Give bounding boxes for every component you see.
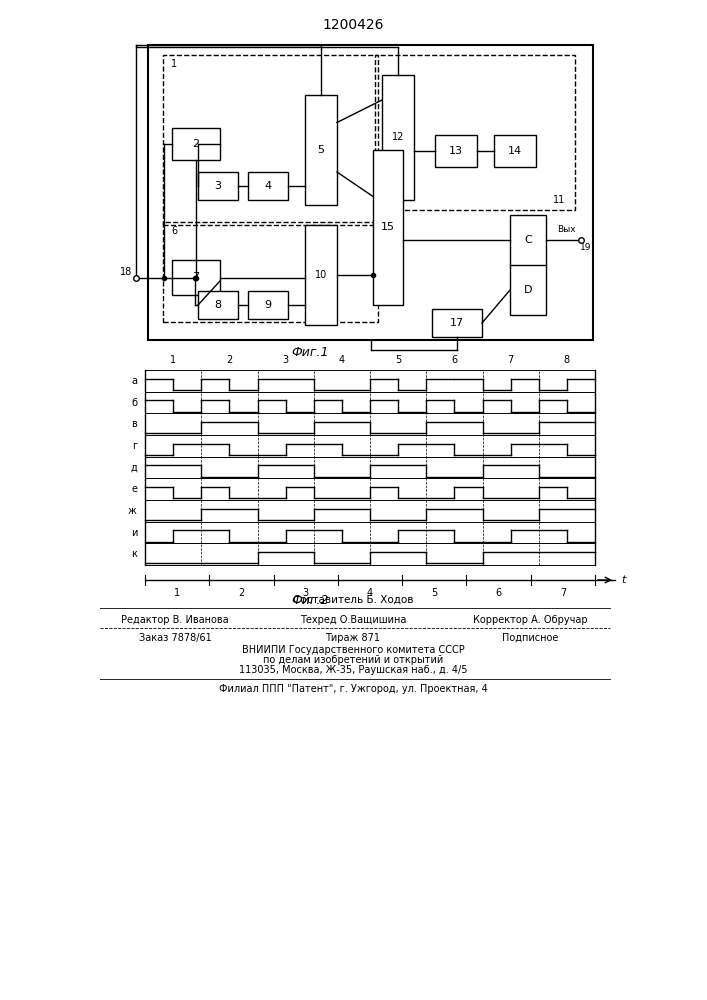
Bar bbox=[172, 128, 220, 160]
Text: 10: 10 bbox=[315, 270, 327, 280]
Text: C: C bbox=[524, 235, 532, 245]
Text: 2: 2 bbox=[238, 588, 245, 598]
Text: Фиг.1: Фиг.1 bbox=[291, 347, 329, 360]
Bar bbox=[305, 225, 337, 325]
Bar bbox=[163, 222, 378, 322]
Bar bbox=[375, 55, 575, 210]
Text: 11: 11 bbox=[553, 195, 565, 205]
Text: б: б bbox=[131, 397, 137, 408]
Bar bbox=[435, 135, 477, 167]
Text: 4: 4 bbox=[339, 355, 345, 365]
Text: 7: 7 bbox=[560, 588, 566, 598]
Text: t: t bbox=[621, 575, 625, 585]
Text: Заказ 7878/61: Заказ 7878/61 bbox=[139, 633, 211, 643]
Text: Корректор А. Обручар: Корректор А. Обручар bbox=[473, 615, 588, 625]
Text: Подписное: Подписное bbox=[502, 633, 559, 643]
Text: D: D bbox=[524, 285, 532, 295]
Text: Вых: Вых bbox=[556, 226, 575, 234]
Text: 6: 6 bbox=[171, 226, 177, 236]
Text: ВНИИПИ Государственного комитета СССР: ВНИИПИ Государственного комитета СССР bbox=[242, 645, 464, 655]
Text: 15: 15 bbox=[381, 223, 395, 232]
Text: Фиг.2: Фиг.2 bbox=[291, 593, 329, 606]
Bar bbox=[148, 45, 593, 340]
Text: 5: 5 bbox=[395, 355, 402, 365]
Bar bbox=[305, 95, 337, 205]
Text: 4: 4 bbox=[367, 588, 373, 598]
Text: Составитель Б. Ходов: Составитель Б. Ходов bbox=[293, 595, 414, 605]
Text: Тираж 871: Тираж 871 bbox=[325, 633, 380, 643]
Text: 5: 5 bbox=[431, 588, 438, 598]
Text: 7: 7 bbox=[508, 355, 514, 365]
Text: 8: 8 bbox=[214, 300, 221, 310]
Text: г: г bbox=[132, 441, 137, 451]
Text: по делам изобретений и открытий: по делам изобретений и открытий bbox=[263, 655, 443, 665]
Text: 9: 9 bbox=[264, 300, 271, 310]
Text: и: и bbox=[131, 528, 137, 538]
Text: 3: 3 bbox=[283, 355, 288, 365]
Text: 13: 13 bbox=[449, 146, 463, 156]
Bar bbox=[248, 291, 288, 319]
Bar bbox=[172, 260, 220, 295]
Text: 6: 6 bbox=[451, 355, 457, 365]
Text: Филиал ППП "Патент", г. Ужгород, ул. Проектная, 4: Филиал ППП "Патент", г. Ужгород, ул. Про… bbox=[218, 684, 487, 694]
Text: 6: 6 bbox=[496, 588, 502, 598]
Text: 2: 2 bbox=[226, 355, 233, 365]
Text: 4: 4 bbox=[264, 181, 271, 191]
Text: 3: 3 bbox=[214, 181, 221, 191]
Text: 12: 12 bbox=[392, 132, 404, 142]
Text: 3: 3 bbox=[303, 588, 309, 598]
Text: a: a bbox=[131, 376, 137, 386]
Bar bbox=[432, 309, 482, 337]
Text: 5: 5 bbox=[317, 145, 325, 155]
Text: к: к bbox=[131, 549, 137, 559]
Bar bbox=[382, 75, 414, 200]
Text: 1200426: 1200426 bbox=[322, 18, 384, 32]
Text: 113035, Москва, Ж-35, Раушская наб., д. 4/5: 113035, Москва, Ж-35, Раушская наб., д. … bbox=[239, 665, 467, 675]
Bar bbox=[510, 215, 546, 315]
Text: e: e bbox=[131, 484, 137, 494]
Text: 8: 8 bbox=[563, 355, 570, 365]
Bar bbox=[198, 291, 238, 319]
Text: 18: 18 bbox=[120, 267, 132, 277]
Text: 14: 14 bbox=[508, 146, 522, 156]
Text: 17: 17 bbox=[450, 318, 464, 328]
Bar bbox=[248, 172, 288, 200]
Text: 1: 1 bbox=[171, 59, 177, 69]
Bar bbox=[198, 172, 238, 200]
Text: в: в bbox=[132, 419, 137, 429]
Bar bbox=[494, 135, 536, 167]
Bar bbox=[373, 150, 403, 305]
Text: 1: 1 bbox=[170, 355, 176, 365]
Text: Редактор В. Иванова: Редактор В. Иванова bbox=[121, 615, 229, 625]
Text: ж: ж bbox=[128, 506, 137, 516]
Bar bbox=[163, 55, 378, 225]
Text: Техред О.Ващишина: Техред О.Ващишина bbox=[300, 615, 407, 625]
Text: 19: 19 bbox=[580, 242, 592, 251]
Text: 1: 1 bbox=[174, 588, 180, 598]
Text: д: д bbox=[130, 462, 137, 473]
Text: 7: 7 bbox=[192, 272, 199, 282]
Text: 2: 2 bbox=[192, 139, 199, 149]
